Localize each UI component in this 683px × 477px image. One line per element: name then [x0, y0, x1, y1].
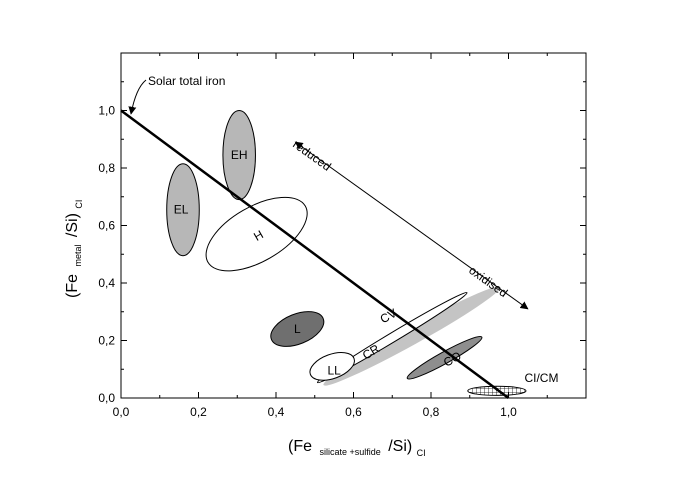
- solar-iron-label: Solar total iron: [148, 74, 225, 88]
- x-tick-label: 0,4: [268, 405, 285, 419]
- group-label-eh: EH: [231, 148, 248, 162]
- group-label-l: L: [294, 322, 301, 336]
- y-tick-label: 1,0: [98, 104, 115, 118]
- ticks-layer: 0,0 0,2 0,4 0,6 0,8 1,0 0,0 0,2 0,4 0,6 0,8 1,0: [98, 52, 587, 419]
- y-tick-label: 0,2: [98, 334, 115, 348]
- group-label-ll: LL: [327, 364, 341, 378]
- x-tick-label: 0,0: [113, 405, 130, 419]
- redox-arrow: [294, 141, 529, 310]
- y-tick-label: 0,0: [98, 391, 115, 405]
- y-axis-title: (Fe metal /Si) CI: [64, 200, 85, 298]
- group-ellipse-l: [270, 311, 325, 347]
- group-label-el: EL: [174, 203, 189, 217]
- group-ellipse-cv: [323, 286, 500, 386]
- svg-text:(Fe metal /Si): (Fe metal /Si) CI: [64, 200, 85, 298]
- x-axis-title-sub: silicate +sulfide: [319, 447, 380, 457]
- y-axis-title-mid: /Si): [64, 213, 81, 237]
- y-axis-title-tail: CI: [74, 200, 84, 209]
- x-axis-title-mid: /Si): [388, 438, 412, 455]
- group-label-cv: CV: [378, 306, 399, 326]
- groups-layer: [166, 110, 527, 396]
- group-ellipse-ll: [309, 352, 355, 381]
- x-tick-label: 0,2: [190, 405, 207, 419]
- y-axis-title-sub: metal: [73, 245, 83, 267]
- reduced-label: reduced: [290, 137, 333, 174]
- y-axis-title-main: (Fe: [64, 274, 81, 298]
- x-axis-title: (Fe silicate +sulfide /Si) CI: [288, 438, 426, 459]
- solar-iron-pointer: [128, 79, 147, 115]
- x-axis-title-main: (Fe: [288, 438, 312, 455]
- y-tick-label: 0,6: [98, 219, 115, 233]
- y-tick-label: 0,4: [98, 276, 115, 290]
- group-label-ci-cm: CI/CM: [524, 371, 558, 385]
- x-tick-label: 0,6: [345, 405, 362, 419]
- y-tick-label: 0,8: [98, 161, 115, 175]
- group-ellipse-el: [166, 163, 200, 257]
- x-tick-label: 0,8: [423, 405, 440, 419]
- x-tick-label: 1,0: [500, 405, 517, 419]
- x-axis-title-tail: CI: [417, 448, 426, 458]
- svg-text:(Fe silicate +sulfide: (Fe silicate +sulfide /Si) CI: [288, 438, 426, 459]
- group-ellipse-co: [406, 335, 483, 380]
